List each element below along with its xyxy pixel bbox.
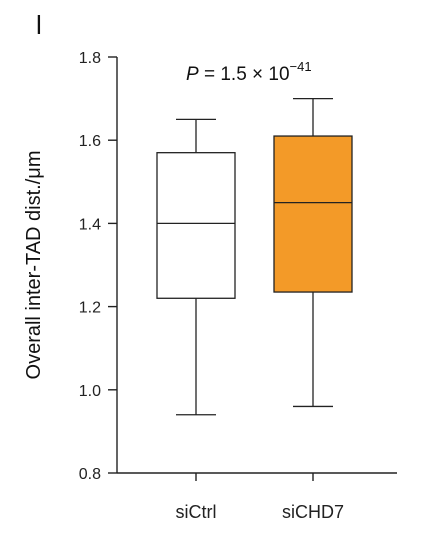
x-tick-label-siCHD7: siCHD7 bbox=[282, 502, 344, 522]
boxes-group bbox=[156, 97, 353, 416]
iqr-box-siCHD7 bbox=[273, 135, 353, 293]
y-tick-label-2: 1.2 bbox=[79, 300, 101, 317]
y-tick-label-3: 1.4 bbox=[79, 216, 101, 233]
y-axis: 0.8 1.0 1.2 1.4 1.6 1.8 bbox=[79, 50, 118, 483]
y-tick-label-5: 1.8 bbox=[79, 50, 101, 67]
y-tick-label-4: 1.6 bbox=[79, 133, 101, 150]
p-exponent: −41 bbox=[290, 59, 312, 74]
box-siCtrl bbox=[156, 118, 236, 416]
p-value-annotation: P = 1.5 × 10−41 bbox=[186, 59, 312, 85]
p-equals: = bbox=[199, 64, 221, 85]
x-tick-label-siCtrl: siCtrl bbox=[176, 502, 217, 522]
panel-label: l bbox=[36, 10, 42, 40]
iqr-box-siCtrl bbox=[156, 152, 236, 299]
x-axis: siCtrl siCHD7 bbox=[117, 472, 397, 522]
y-tick-label-1: 1.0 bbox=[79, 383, 101, 400]
box-siCHD7 bbox=[273, 97, 353, 408]
y-axis-title: Overall inter-TAD dist./μm bbox=[23, 151, 45, 380]
p-mantissa: 1.5 × 10 bbox=[220, 64, 289, 85]
p-symbol: P bbox=[186, 64, 199, 85]
y-tick-label-0: 0.8 bbox=[79, 466, 101, 483]
